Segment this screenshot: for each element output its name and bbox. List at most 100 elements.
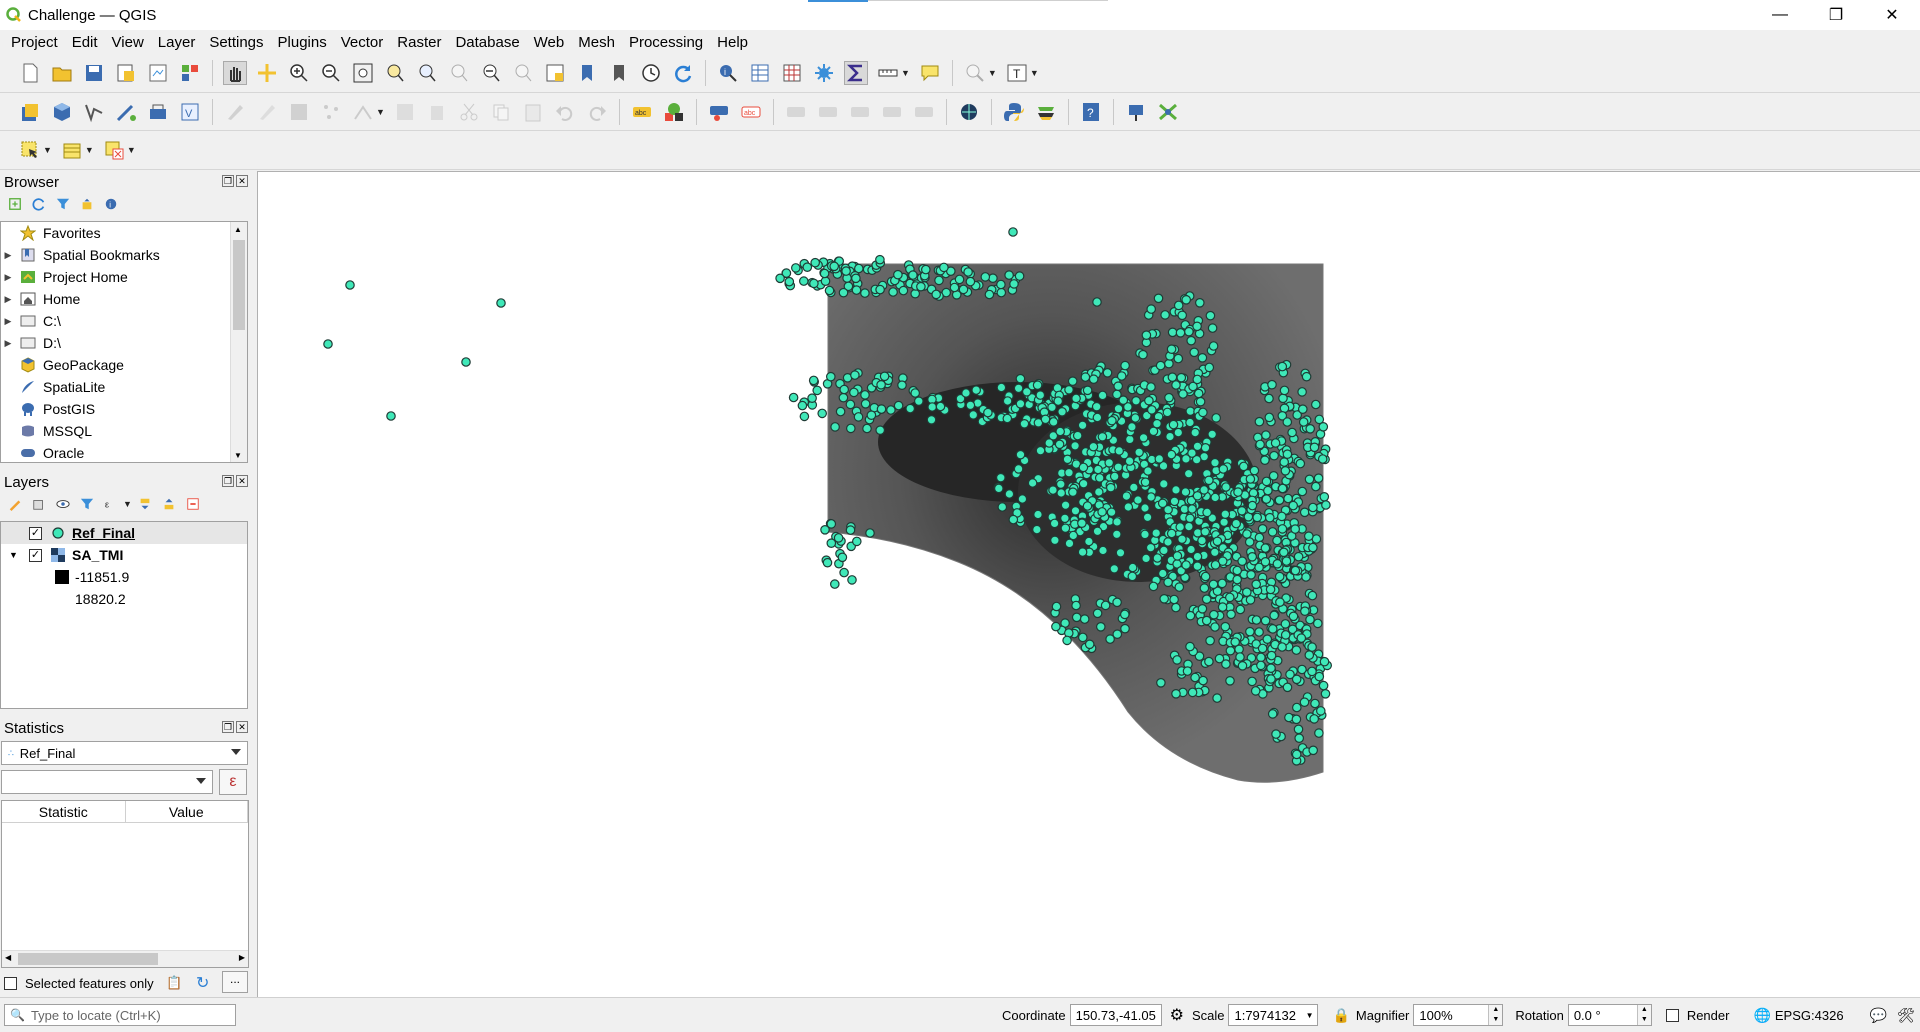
rotation-spinbox[interactable]: 0.0 ° ▲ ▼	[1567, 1004, 1652, 1026]
close-panel-icon[interactable]: ✕	[236, 175, 248, 187]
point-feature[interactable]	[839, 384, 849, 395]
point-feature[interactable]	[838, 392, 849, 403]
point-feature[interactable]	[988, 273, 998, 283]
point-feature[interactable]	[1060, 500, 1071, 510]
point-feature[interactable]	[931, 289, 941, 300]
point-feature[interactable]	[1318, 422, 1329, 432]
point-feature[interactable]	[1185, 513, 1195, 524]
menu-project[interactable]: Project	[11, 33, 58, 51]
point-feature[interactable]	[980, 272, 991, 282]
point-feature[interactable]	[1296, 633, 1307, 643]
point-feature[interactable]	[1064, 538, 1075, 549]
point-feature[interactable]	[1301, 371, 1312, 382]
point-feature[interactable]	[1097, 507, 1107, 517]
scroll-left-arrow[interactable]: ◀	[5, 953, 12, 962]
point-feature[interactable]	[1116, 371, 1127, 381]
point-feature[interactable]	[1168, 419, 1179, 430]
point-feature[interactable]	[1181, 560, 1191, 570]
point-feature[interactable]	[1304, 474, 1315, 485]
point-feature[interactable]	[1304, 531, 1314, 541]
zoom-in-icon[interactable]	[287, 61, 311, 85]
point-feature[interactable]	[1198, 675, 1208, 686]
statistics-field-combo[interactable]	[1, 770, 213, 794]
help-icon[interactable]: ?	[1079, 100, 1103, 124]
point-feature[interactable]	[1208, 341, 1219, 351]
dropdown-arrow[interactable]: ▼	[376, 107, 385, 117]
point-feature[interactable]	[799, 411, 810, 422]
point-feature[interactable]	[808, 375, 819, 386]
properties-icon[interactable]: i	[102, 195, 120, 213]
point-feature[interactable]	[1204, 475, 1214, 486]
point-feature[interactable]	[1287, 427, 1297, 438]
point-feature[interactable]	[1261, 476, 1272, 487]
point-feature[interactable]	[1269, 610, 1279, 621]
point-feature[interactable]	[965, 276, 976, 287]
point-feature[interactable]	[1210, 622, 1220, 632]
point-feature[interactable]	[1318, 680, 1329, 691]
point-feature[interactable]	[837, 552, 848, 563]
point-feature[interactable]	[1221, 482, 1231, 492]
point-feature[interactable]	[1027, 478, 1038, 488]
point-feature[interactable]	[1120, 623, 1130, 634]
point-feature[interactable]	[1080, 372, 1091, 382]
modify-attributes-icon[interactable]	[393, 100, 417, 124]
point-feature[interactable]	[1127, 562, 1138, 573]
lock-scale-icon[interactable]: 🔒	[1332, 1006, 1350, 1023]
layer-row-sa-tmi[interactable]: ▼ ✓ SA_TMI	[1, 544, 247, 566]
print-layout-icon[interactable]	[146, 61, 170, 85]
point-feature[interactable]	[1261, 494, 1272, 504]
point-feature[interactable]	[1207, 429, 1217, 440]
point-feature[interactable]	[1048, 430, 1059, 441]
point-feature[interactable]	[995, 472, 1006, 483]
point-feature[interactable]	[1282, 417, 1293, 427]
point-feature[interactable]	[1118, 395, 1129, 405]
point-feature[interactable]	[1290, 565, 1301, 576]
point-feature[interactable]	[1158, 461, 1169, 471]
point-feature[interactable]	[838, 287, 849, 298]
point-feature[interactable]	[1288, 500, 1298, 511]
point-feature[interactable]	[1148, 581, 1159, 592]
point-feature[interactable]	[1232, 574, 1242, 585]
cut-features-icon[interactable]	[457, 100, 481, 124]
temporal-controller-icon[interactable]	[639, 61, 663, 85]
point-feature[interactable]	[843, 281, 854, 292]
point-feature[interactable]	[958, 284, 969, 295]
point-feature[interactable]	[876, 380, 886, 390]
point-feature[interactable]	[934, 275, 944, 286]
point-feature[interactable]	[1300, 606, 1310, 616]
point-feature[interactable]	[1113, 462, 1124, 472]
add-group-icon[interactable]	[30, 495, 48, 513]
plugin-stack-icon[interactable]	[1034, 100, 1058, 124]
point-feature[interactable]	[1238, 461, 1249, 472]
expand-arrow-icon[interactable]: ▶	[4, 271, 12, 282]
point-feature[interactable]	[1264, 512, 1275, 523]
point-feature[interactable]	[1232, 565, 1242, 576]
refresh-icon[interactable]	[671, 61, 695, 85]
point-feature[interactable]	[1220, 509, 1231, 519]
point-feature[interactable]	[1231, 518, 1241, 529]
point-feature[interactable]	[1192, 490, 1203, 501]
point-feature[interactable]	[1192, 321, 1202, 332]
point-feature[interactable]	[1131, 396, 1141, 406]
add-selected-layers-icon[interactable]	[6, 195, 24, 213]
filter-browser-icon[interactable]	[54, 195, 72, 213]
point-feature[interactable]	[1167, 372, 1178, 382]
point-feature[interactable]	[851, 273, 861, 284]
point-feature[interactable]	[1254, 627, 1264, 637]
point-feature[interactable]	[1220, 621, 1231, 632]
point-feature[interactable]	[1144, 395, 1154, 406]
point-feature[interactable]	[893, 269, 903, 280]
point-feature[interactable]	[1251, 639, 1261, 649]
point-feature[interactable]	[1146, 382, 1156, 392]
point-feature[interactable]	[1092, 608, 1103, 619]
point-feature[interactable]	[1321, 500, 1331, 510]
point-feature[interactable]	[1242, 529, 1252, 539]
point-feature[interactable]	[1077, 547, 1088, 557]
point-feature[interactable]	[1187, 448, 1197, 458]
point-feature[interactable]	[1280, 630, 1291, 640]
point-feature[interactable]	[851, 536, 862, 547]
highlight-labels-icon[interactable]: abc	[739, 100, 763, 124]
point-feature[interactable]	[1263, 485, 1273, 496]
point-feature[interactable]	[1192, 374, 1203, 385]
point-feature[interactable]	[879, 371, 890, 382]
